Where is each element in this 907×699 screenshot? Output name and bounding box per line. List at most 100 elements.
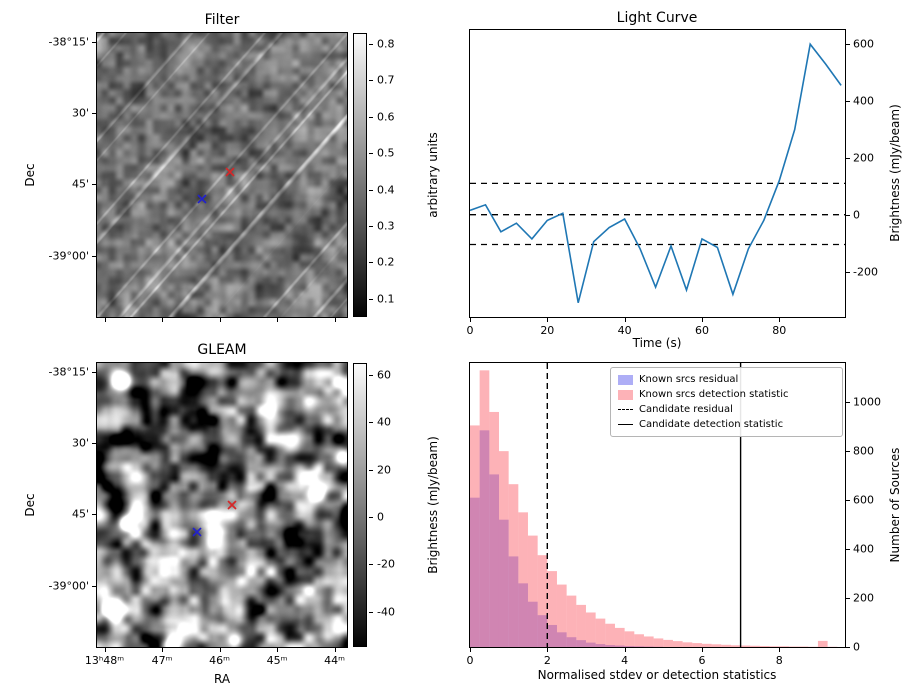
filter-noise-heatmap (97, 33, 347, 317)
tick-label: 0 (377, 510, 384, 524)
tick-label: 20 (540, 324, 555, 337)
tick-label: 0 (466, 324, 474, 337)
tick-label: 0.8 (377, 37, 395, 51)
tick-label: 400 (853, 542, 874, 556)
tick-label: 0 (853, 640, 860, 654)
tick-mark (470, 318, 471, 322)
tick-label: 45' (71, 507, 89, 521)
tick-label: 4 (621, 654, 629, 667)
tick-mark (846, 44, 850, 46)
tick-label: 8 (775, 654, 783, 667)
tick-label: 0.2 (377, 255, 395, 269)
tick-mark (334, 648, 336, 652)
tick-mark (369, 262, 373, 264)
tick-mark (104, 648, 106, 652)
lightcurve-line-chart (470, 42, 845, 303)
tick-mark (334, 318, 336, 322)
lightcurve-plot (469, 29, 846, 318)
gleam-colorbar (353, 363, 367, 647)
tick-mark (547, 648, 549, 652)
tick-label: 0.3 (377, 219, 395, 233)
tick-mark (92, 513, 96, 515)
tick-mark (701, 318, 703, 322)
tick-label: 200 (853, 151, 874, 165)
tick-label: 200 (853, 591, 874, 605)
tick-mark (369, 374, 373, 376)
tick-label: 0 (466, 654, 474, 667)
tick-label: 800 (853, 444, 874, 458)
tick-mark (846, 271, 850, 273)
tick-label: 1000 (853, 395, 881, 409)
tick-mark (92, 41, 96, 43)
tick-label: -40 (377, 605, 395, 618)
tick-label: 80 (772, 324, 787, 337)
tick-label: -39°00' (48, 579, 90, 593)
tick-mark (846, 214, 850, 216)
candidate-x-marker (227, 500, 237, 510)
tick-mark (92, 371, 96, 373)
gleam-image-plot (96, 362, 348, 648)
tick-label: 6 (698, 654, 706, 667)
tick-mark (846, 598, 850, 600)
tick-label: 60 (377, 368, 391, 382)
filter-colorbar-label: arbitrary units (426, 132, 440, 218)
tick-mark (277, 648, 278, 652)
tick-mark (92, 255, 96, 257)
gleam-ra-axis-label: RA (213, 672, 231, 686)
legend-swatch-residual (618, 374, 633, 385)
legend-item-known-detstat: Known srcs detection statistic (618, 387, 835, 402)
tick-mark (846, 549, 850, 551)
gleam-dec-axis-label: Dec (23, 493, 37, 517)
gleam-noise-heatmap (97, 363, 347, 647)
legend-label-candidate-detstat: Candidate detection statistic (639, 419, 784, 430)
tick-label: 30' (71, 436, 89, 450)
tick-label: 0.4 (377, 183, 395, 197)
tick-mark (369, 564, 373, 566)
tick-mark (369, 116, 373, 118)
histogram-y-axis-label: Number of Sources (888, 447, 902, 563)
legend-item-candidate-detstat: Candidate detection statistic (618, 417, 835, 432)
tick-label: -38°15' (48, 365, 90, 379)
legend-item-known-residual: Known srcs residual (618, 372, 835, 387)
tick-label: 20 (377, 463, 391, 476)
tick-label: 44ᵐ (324, 654, 345, 667)
tick-mark (369, 153, 373, 155)
lightcurve-panel-title: Light Curve (616, 10, 698, 26)
tick-mark (92, 183, 96, 185)
gleam-colorbar-label: Brightness (mJy/beam) (426, 436, 440, 574)
tick-label: 2 (543, 654, 551, 667)
tick-mark (369, 43, 373, 45)
tick-mark (369, 469, 373, 471)
known-source-x-marker (197, 194, 207, 204)
tick-mark (779, 318, 781, 322)
tick-mark (846, 647, 850, 648)
filter-colorbar (353, 33, 367, 317)
tick-mark (624, 318, 626, 322)
tick-label: 45ᵐ (266, 654, 288, 667)
tick-label: -39°00' (48, 249, 90, 263)
tick-label: 13ʰ48ᵐ (84, 654, 125, 667)
legend-solid-line-icon (618, 424, 633, 425)
tick-mark (92, 442, 96, 444)
tick-mark (219, 648, 221, 652)
tick-label: 46ᵐ (209, 654, 230, 667)
tick-mark (219, 318, 221, 322)
lightcurve-brightness-axis-label: Brightness (mJy/beam) (888, 104, 902, 242)
legend-label-known-detstat: Known srcs detection statistic (639, 389, 789, 400)
tick-label: -20 (377, 557, 395, 571)
filter-panel-title: Filter (204, 12, 240, 28)
tick-mark (369, 516, 373, 518)
tick-label: 45' (71, 177, 89, 191)
tick-label: 40 (617, 324, 632, 337)
tick-mark (846, 101, 850, 103)
known-source-x-marker (192, 527, 202, 537)
tick-mark (470, 648, 471, 652)
legend-label-known-residual: Known srcs residual (639, 374, 739, 385)
tick-mark (846, 157, 850, 159)
tick-label: 0 (853, 208, 860, 222)
gleam-panel-title: GLEAM (197, 342, 247, 358)
tick-label: 47ᵐ (151, 654, 173, 667)
tick-mark (701, 648, 703, 652)
tick-mark (624, 648, 626, 652)
